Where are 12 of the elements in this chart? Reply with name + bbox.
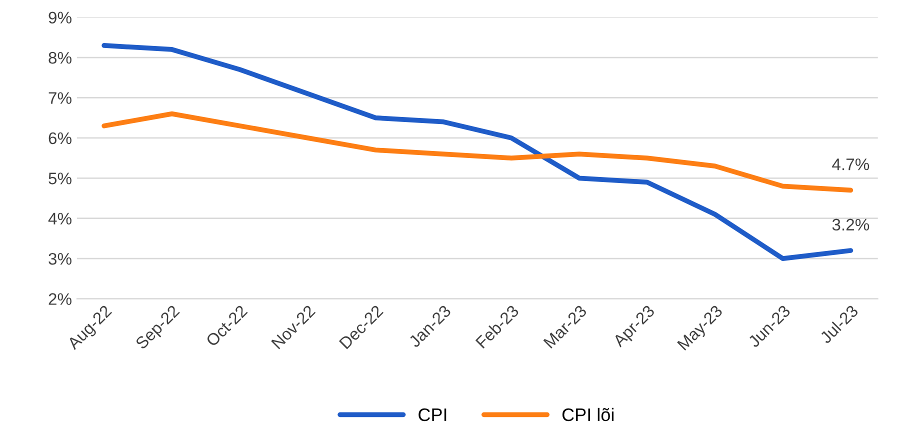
legend-label: CPI lõi: [562, 408, 614, 422]
data-label: 4.7%: [832, 158, 870, 170]
y-tick-label: 2%: [48, 293, 72, 305]
y-tick-label: 7%: [48, 92, 72, 104]
data-label: 3.2%: [832, 218, 870, 231]
y-tick-label: 6%: [48, 132, 72, 144]
y-tick-label: 8%: [48, 52, 72, 64]
y-tick-label: 9%: [48, 12, 72, 24]
y-tick-label: 4%: [48, 212, 72, 224]
y-tick-label: 3%: [48, 252, 72, 265]
legend-label: CPI: [418, 408, 446, 422]
y-tick-label: 5%: [48, 172, 72, 184]
